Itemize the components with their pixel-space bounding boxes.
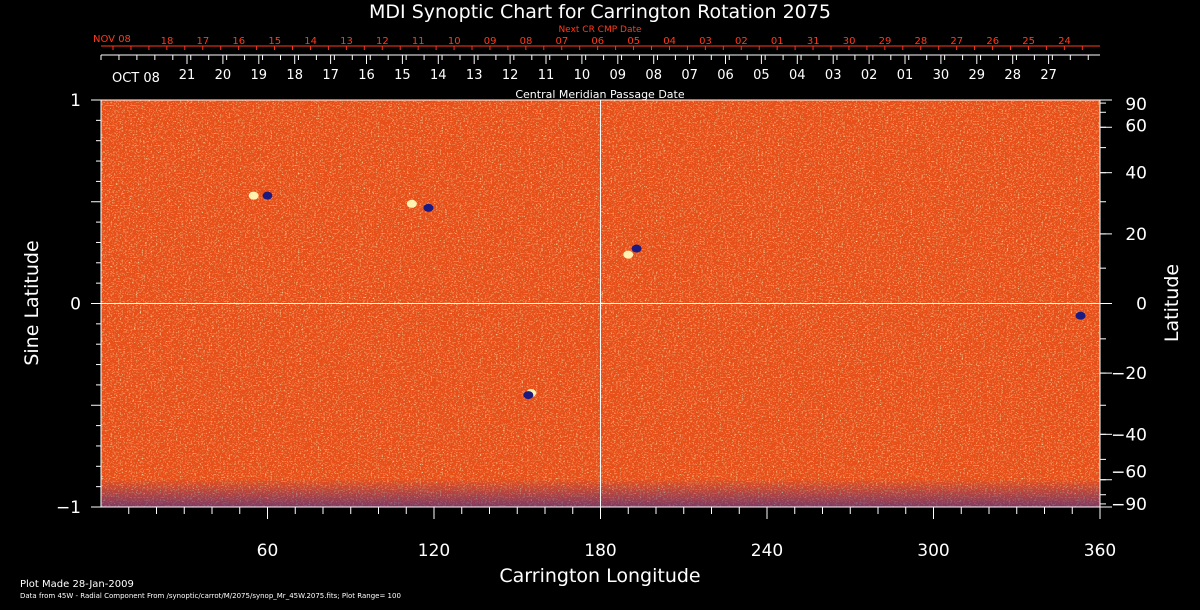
top-date-label: 21 xyxy=(179,68,196,83)
active-region-positive xyxy=(248,191,259,200)
top-axis-label: Central Meridian Passage Date xyxy=(515,88,684,101)
top-date-label: 11 xyxy=(538,68,555,83)
top-date-label: 15 xyxy=(394,68,411,83)
y-right-tick-label: 20 xyxy=(1125,225,1147,245)
next-date-label: 01 xyxy=(771,36,784,47)
next-date-label: 29 xyxy=(879,36,892,47)
y-right-tick-label: 90 xyxy=(1125,95,1147,115)
next-date-label: 06 xyxy=(591,36,604,47)
top-axis-ticks: 21 20 19 18 17 16 15 14 13 12 11 10 09 08 07 06 05 04 03 02… xyxy=(100,55,1089,83)
top-date-label: 19 xyxy=(251,68,268,83)
top-date-label: 04 xyxy=(789,68,806,83)
top-date-label: 10 xyxy=(574,68,591,83)
x-tick-label: 180 xyxy=(584,541,616,561)
y-left-tick-label: −1 xyxy=(56,498,81,518)
next-date-label: 24 xyxy=(1058,36,1071,47)
y-right-tick-label: 40 xyxy=(1125,164,1147,184)
top-date-label: 28 xyxy=(1004,68,1021,83)
next-date-label: 04 xyxy=(663,36,676,47)
next-date-label: 27 xyxy=(950,36,963,47)
next-date-label: 16 xyxy=(232,36,245,47)
active-region-positive xyxy=(406,199,417,208)
next-date-label: 25 xyxy=(1022,36,1035,47)
active-region-negative xyxy=(262,191,273,200)
top-date-label: 20 xyxy=(215,68,232,83)
active-region-negative xyxy=(423,203,434,212)
top-date-label: 03 xyxy=(825,68,842,83)
y-axis-right-label: Latitude xyxy=(1161,264,1183,342)
x-axis-ticks: 60 120 180 240 300 360 xyxy=(128,507,1116,561)
y-left-tick-label: 1 xyxy=(70,91,81,111)
x-tick-label: 240 xyxy=(751,541,783,561)
next-date-label: 09 xyxy=(484,36,497,47)
next-date-label: 30 xyxy=(843,36,856,47)
top-date-label: 27 xyxy=(1040,68,1057,83)
next-date-label: 26 xyxy=(986,36,999,47)
y-right-tick-label: 60 xyxy=(1125,116,1147,136)
y-right-tick-label: −40 xyxy=(1111,425,1147,445)
active-region-negative xyxy=(523,391,534,400)
plot-made-note: Plot Made 28-Jan-2009 xyxy=(20,579,134,590)
chart-title: MDI Synoptic Chart for Carrington Rotati… xyxy=(369,1,831,23)
top-date-label: 14 xyxy=(430,68,447,83)
next-date-label: 02 xyxy=(735,36,748,47)
y-right-tick-label: −90 xyxy=(1111,495,1147,515)
next-date-label: 12 xyxy=(376,36,389,47)
top-date-label: 05 xyxy=(753,68,770,83)
active-regions xyxy=(248,191,1086,400)
top-date-label: 13 xyxy=(466,68,483,83)
y-axis-left-label: Sine Latitude xyxy=(21,240,43,365)
x-tick-label: 120 xyxy=(418,541,450,561)
next-date-label: 07 xyxy=(556,36,569,47)
next-date-label: 28 xyxy=(915,36,928,47)
active-region-negative xyxy=(631,244,642,253)
top-axis-month: OCT 08 xyxy=(112,71,160,86)
next-date-label: 10 xyxy=(448,36,461,47)
top-date-label: 17 xyxy=(322,68,339,83)
top-date-label: 09 xyxy=(610,68,627,83)
next-axis-label: Next CR CMP Date xyxy=(558,25,642,35)
next-date-label: 14 xyxy=(304,36,317,47)
top-date-label: 06 xyxy=(717,68,734,83)
top-date-label: 07 xyxy=(681,68,698,83)
next-date-label: 11 xyxy=(412,36,425,47)
next-date-label: 13 xyxy=(340,36,353,47)
next-date-label: 08 xyxy=(520,36,533,47)
top-date-label: 30 xyxy=(933,68,950,83)
top-date-label: 02 xyxy=(861,68,878,83)
next-date-label: 15 xyxy=(268,36,281,47)
top-date-label: 01 xyxy=(897,68,914,83)
y-right-tick-label: 0 xyxy=(1136,295,1147,315)
next-axis-month: NOV 08 xyxy=(93,34,131,45)
active-region-positive xyxy=(623,250,634,259)
y-right-tick-label: −60 xyxy=(1111,463,1147,483)
top-date-label: 29 xyxy=(969,68,986,83)
next-date-label: 05 xyxy=(627,36,640,47)
next-date-label: 03 xyxy=(699,36,712,47)
next-date-label: 18 xyxy=(161,36,174,47)
next-axis-ticks: 18 17 16 15 14 13 12 11 10 09 08 07 06 05 04 03 02 01 31 30… xyxy=(112,36,1083,50)
x-tick-label: 60 xyxy=(257,541,279,561)
top-date-label: 08 xyxy=(645,68,662,83)
x-axis-label: Carrington Longitude xyxy=(499,565,700,587)
next-date-label: 31 xyxy=(807,36,820,47)
data-source-note: Data from 45W - Radial Component From /s… xyxy=(20,592,401,600)
y-left-tick-label: 0 xyxy=(70,295,81,315)
y-right-tick-label: −20 xyxy=(1111,364,1147,384)
next-date-label: 17 xyxy=(197,36,210,47)
active-region-negative xyxy=(1075,311,1086,320)
x-tick-label: 360 xyxy=(1084,541,1116,561)
y-left-ticks: 1 0 −1 xyxy=(56,91,101,518)
top-date-label: 12 xyxy=(502,68,519,83)
x-tick-label: 300 xyxy=(917,541,949,561)
top-date-label: 18 xyxy=(286,68,303,83)
top-date-label: 16 xyxy=(358,68,375,83)
